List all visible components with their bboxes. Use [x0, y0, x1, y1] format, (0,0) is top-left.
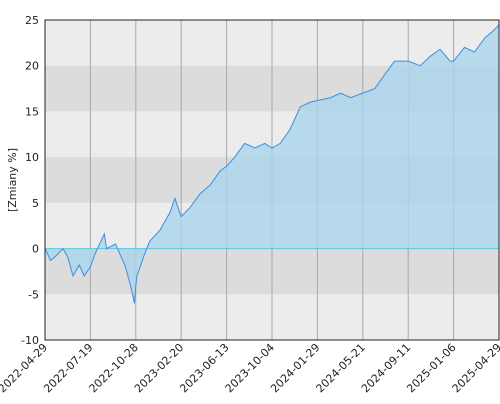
- y-tick-label: 25: [25, 14, 39, 27]
- y-tick-label: -10: [21, 334, 39, 347]
- plot-frame: [44, 19, 500, 341]
- y-tick-label: 0: [32, 243, 39, 256]
- y-tick-label: 5: [32, 197, 39, 210]
- y-axis-label: [Zmiany %]: [6, 148, 19, 212]
- y-tick-label: -5: [28, 288, 39, 301]
- line: [44, 24, 500, 304]
- y-tick-label: 15: [25, 105, 39, 118]
- area-fill: [45, 24, 499, 304]
- y-tick-label: 20: [25, 60, 39, 73]
- y-tick-label: 10: [25, 151, 39, 164]
